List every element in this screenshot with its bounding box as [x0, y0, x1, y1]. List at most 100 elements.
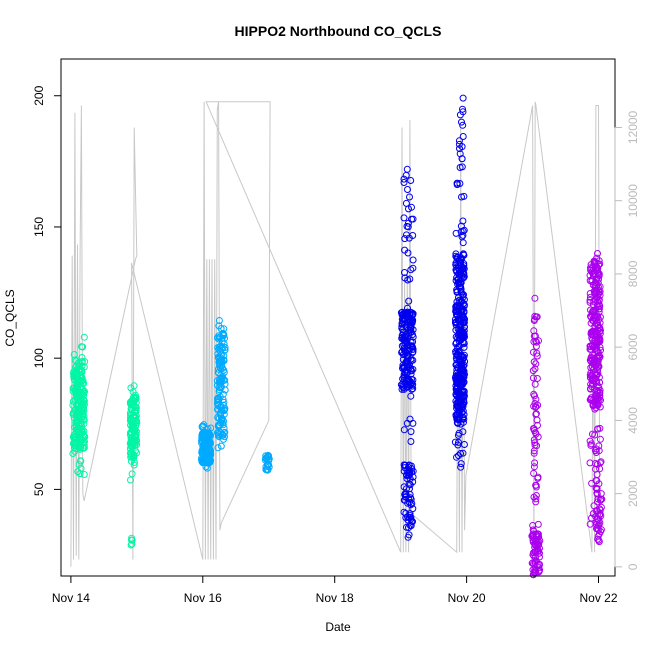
data-point: [594, 401, 602, 409]
data-point: [532, 532, 540, 539]
data-point: [405, 297, 413, 305]
data-point: [407, 428, 415, 436]
data-point: [531, 294, 539, 302]
data-point: [404, 186, 411, 193]
x-tick-label: Nov 20: [448, 591, 486, 605]
data-point: [593, 294, 601, 302]
data-point: [533, 352, 541, 360]
data-point: [594, 279, 602, 287]
data-point: [456, 402, 464, 410]
data-point: [199, 455, 207, 463]
data-point: [457, 463, 465, 471]
data-point: [128, 540, 136, 548]
data-point: [452, 349, 460, 357]
data-point: [456, 164, 464, 171]
data-point: [214, 369, 222, 377]
data-point: [530, 317, 538, 324]
data-point: [531, 541, 539, 549]
data-point: [598, 495, 606, 503]
x-tick-label: Nov 18: [316, 591, 354, 605]
data-point: [458, 118, 465, 126]
data-point: [532, 342, 540, 350]
data-point: [458, 361, 466, 369]
data-point: [205, 431, 213, 439]
chart-title: HIPPO2 Northbound CO_QCLS: [235, 23, 442, 39]
data-point: [78, 359, 86, 367]
data-point: [594, 425, 602, 433]
data-point: [214, 402, 222, 409]
data-point: [128, 440, 136, 448]
data-point: [531, 392, 538, 400]
data-point: [532, 492, 540, 499]
data-point: [219, 396, 227, 404]
data-point: [535, 564, 543, 572]
data-point: [459, 449, 467, 457]
data-point: [596, 506, 604, 514]
y2-tick-label: 12000: [626, 110, 640, 144]
data-point: [531, 365, 539, 373]
data-point: [589, 342, 596, 350]
data-point: [596, 379, 604, 386]
data-point: [215, 317, 223, 324]
data-point: [530, 469, 538, 477]
data-point: [398, 319, 406, 327]
data-point: [453, 453, 460, 461]
data-point: [127, 541, 135, 549]
data-point: [80, 333, 88, 341]
data-point: [80, 444, 88, 452]
data-point: [453, 181, 461, 189]
data-point: [406, 275, 414, 283]
data-point: [460, 269, 468, 277]
data-point: [401, 333, 409, 341]
data-point: [215, 332, 223, 340]
data-point: [128, 536, 136, 544]
data-point: [586, 293, 594, 301]
data-point: [407, 342, 414, 350]
data-point: [200, 421, 208, 429]
data-point: [402, 332, 410, 340]
data-point: [407, 370, 415, 378]
data-point: [529, 367, 537, 375]
data-point: [402, 509, 410, 517]
data-point: [407, 438, 415, 445]
data-point: [586, 296, 594, 304]
data-point: [221, 344, 229, 351]
data-point: [459, 318, 467, 326]
data-point: [400, 371, 408, 379]
data-point: [405, 531, 413, 539]
data-point: [535, 561, 543, 568]
data-point: [594, 268, 602, 276]
data-point: [530, 332, 538, 340]
data-point: [593, 288, 601, 295]
data-point: [400, 336, 408, 344]
data-point: [453, 402, 461, 410]
data-point: [218, 414, 225, 422]
data-point: [531, 537, 539, 545]
data-point: [78, 436, 86, 443]
x-tick-label: Nov 14: [52, 591, 90, 605]
data-point: [217, 342, 225, 350]
data-point: [220, 376, 228, 384]
data-point: [127, 476, 134, 484]
data-point: [70, 384, 78, 392]
data-point: [408, 385, 416, 393]
data-point: [586, 271, 594, 279]
data-point: [130, 459, 138, 466]
data-point: [401, 368, 409, 376]
data-point: [586, 437, 594, 445]
data-point: [214, 414, 222, 421]
data-point: [72, 441, 80, 449]
data-point: [454, 275, 462, 283]
data-point: [80, 441, 88, 449]
data-point: [215, 358, 223, 366]
data-point: [407, 392, 415, 400]
data-point: [405, 480, 413, 488]
data-point: [459, 379, 467, 387]
y2-tick-label: 6000: [626, 333, 640, 360]
data-point: [531, 429, 539, 437]
data-point: [406, 193, 413, 201]
data-point: [529, 526, 537, 534]
data-point: [593, 254, 601, 262]
data-point: [535, 549, 543, 557]
